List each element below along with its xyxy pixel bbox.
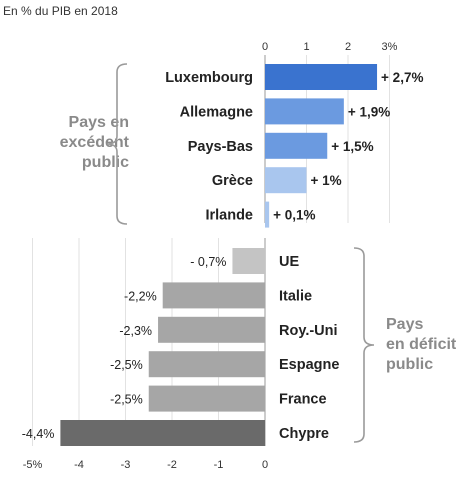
- bar-espagne: [148, 351, 265, 378]
- deficit-brace: [353, 247, 375, 443]
- bottom-tick-label: -1: [214, 459, 224, 471]
- bottom-tick-label: -2: [167, 459, 177, 471]
- value-label-chypre: -4,4%: [22, 427, 55, 441]
- deficit-label-line-2: en déficit: [386, 336, 457, 353]
- bottom-tick-label: -4: [74, 459, 84, 471]
- bar-france: [148, 385, 265, 412]
- value-label-pays-bas: + 1,5%: [331, 139, 373, 154]
- category-label-roy-uni: Roy.-Uni: [279, 323, 338, 339]
- top-tick-label: 1: [303, 41, 309, 53]
- bar-pays-bas: [265, 132, 328, 159]
- bar-allemagne: [265, 98, 344, 125]
- surplus-label-line-2: excédent: [59, 134, 129, 151]
- chart-subtitle: En % du PIB en 2018: [3, 4, 118, 18]
- category-label-luxembourg: Luxembourg: [165, 70, 253, 86]
- top-tick-label: 0: [262, 41, 268, 53]
- bar-roy-uni: [158, 316, 265, 343]
- value-label-grece: + 1%: [311, 173, 342, 188]
- category-label-italie: Italie: [279, 288, 312, 304]
- bar-grece: [265, 167, 307, 194]
- surplus-brace: [106, 63, 128, 225]
- bar-luxembourg: [265, 64, 378, 90]
- bar-irlande: [265, 201, 270, 228]
- category-label-allemagne: Allemagne: [180, 104, 253, 120]
- top-tick-label: 3%: [382, 41, 398, 53]
- category-label-france: France: [279, 392, 327, 408]
- top-tick-label: 2: [345, 41, 351, 53]
- category-label-chypre: Chypre: [279, 426, 329, 442]
- bottom-tick-label: -3: [121, 459, 131, 471]
- category-label-grece: Grèce: [212, 173, 253, 189]
- bar-chypre: [60, 420, 266, 446]
- deficit-label-line-1: Pays: [386, 316, 424, 333]
- value-label-luxembourg: + 2,7%: [381, 70, 423, 85]
- value-label-france: -2,5%: [110, 393, 143, 407]
- value-label-ue: - 0,7%: [190, 255, 226, 269]
- value-label-allemagne: + 1,9%: [348, 104, 390, 119]
- surplus-group-label: Pays en excédent public: [60, 113, 129, 173]
- bar-ue: [232, 248, 265, 274]
- deficit-group-label: Pays en déficit public: [386, 315, 456, 375]
- bottom-tick-label: 0: [262, 459, 268, 471]
- category-label-irlande: Irlande: [205, 208, 253, 224]
- value-label-irlande: + 0,1%: [273, 208, 315, 223]
- deficit-label-line-3: public: [386, 356, 434, 373]
- bar-italie: [162, 282, 265, 309]
- category-label-espagne: Espagne: [279, 357, 339, 373]
- value-label-italie: -2,2%: [124, 289, 157, 303]
- value-label-espagne: -2,5%: [110, 358, 143, 372]
- value-label-roy-uni: -2,3%: [119, 324, 152, 338]
- bottom-tick-label: -5%: [23, 459, 43, 471]
- category-label-pays-bas: Pays-Bas: [188, 139, 253, 155]
- surplus-label-line-1: Pays en: [68, 114, 129, 131]
- category-label-ue: UE: [279, 254, 299, 270]
